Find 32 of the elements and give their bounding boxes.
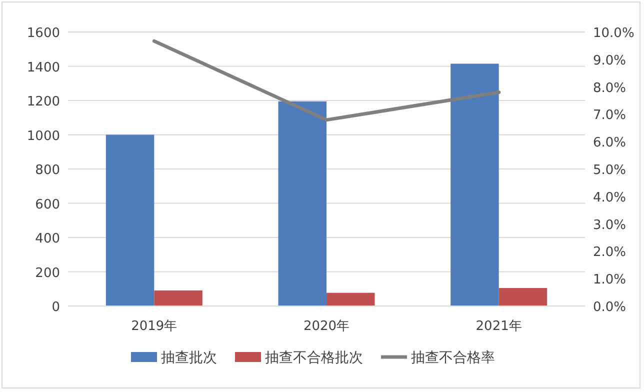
legend-label: 抽查批次 <box>161 350 217 366</box>
bar <box>498 288 548 306</box>
y2-tick-label: 4.0% <box>593 190 626 206</box>
y-tick-label: 600 <box>35 197 60 212</box>
y-tick-label: 400 <box>35 232 60 246</box>
legend-label: 抽查不合格批次 <box>265 350 363 366</box>
y2-tick-label: 1.0% <box>593 272 626 288</box>
y-tick-label: 800 <box>35 163 60 178</box>
x-tick-label: 2020年 <box>303 319 350 334</box>
bar <box>154 290 202 306</box>
y-tick-label: 0 <box>52 300 60 315</box>
y-tick-label: 200 <box>35 266 60 281</box>
x-tick-label: 2021年 <box>476 319 522 334</box>
y2-tick-label: 0.0% <box>593 300 626 315</box>
y2-tick-label: 8.0% <box>593 80 626 96</box>
y2-tick-label: 6.0% <box>593 136 626 151</box>
y2-tick-label: 7.0% <box>593 108 626 124</box>
y-tick-label: 1600 <box>26 26 60 41</box>
y2-tick-label: 3.0% <box>593 218 626 233</box>
bar <box>106 134 154 306</box>
y2-tick-label: 9.0% <box>593 53 626 68</box>
y-tick-label: 1200 <box>26 94 60 110</box>
x-tick-label: 2019年 <box>131 319 178 334</box>
legend-label: 抽查不合格率 <box>411 350 495 366</box>
y-tick-label: 1000 <box>26 128 60 144</box>
bar <box>450 64 499 306</box>
bar <box>326 292 375 306</box>
y2-tick-label: 5.0% <box>593 163 626 178</box>
y2-tick-label: 2.0% <box>593 245 626 260</box>
y-tick-label: 1400 <box>26 60 60 76</box>
y2-tick-label: 10.0% <box>593 26 634 41</box>
bar <box>278 101 326 306</box>
